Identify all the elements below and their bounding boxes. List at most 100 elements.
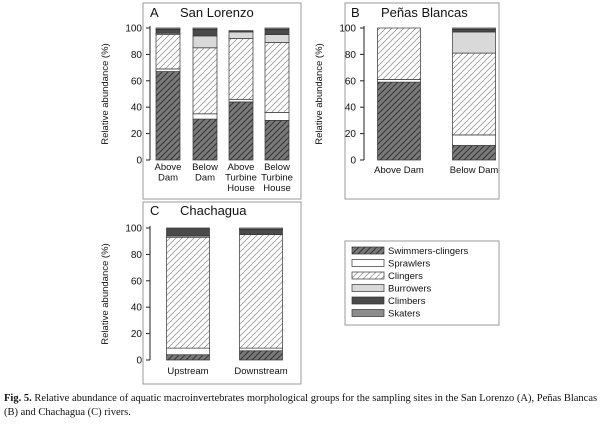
panel-a-category-label: Below [264,162,290,173]
panel-a-title: San Lorenzo [180,5,254,20]
panel-a-bar-1 [155,27,181,161]
legend-label-burrowers: Burrowers [388,284,432,295]
panel-b: B Peñas Blancas Relative abundance (%) 0 20 4… [314,2,500,200]
panel-a-segment-clingers [264,42,290,113]
panel-a-y-tick-label: 60 [131,76,143,87]
panel-a-segment-burrowers [264,34,290,43]
panel-a-category-label: Dam [195,173,215,184]
panel-c-bar-1 [166,227,210,361]
panel-b-segment-clingers [377,27,421,80]
caption-label: Fig. 5. [4,393,32,404]
panel-a: A San Lorenzo Relative abundance (%) 0 20 40 6… [100,2,302,200]
panel-c-y-tick-label: 40 [131,303,143,314]
panel-b-y-tick-label: 20 [345,129,357,140]
legend-label-skaters: Skaters [388,309,420,320]
panel-b-frame [344,2,500,200]
panel-a-segment-skaters [155,27,181,30]
figure-canvas: A San Lorenzo Relative abundance (%) 0 20 40 6… [100,2,500,385]
panel-b-letter: B [351,5,360,20]
panel-c-category-label: Upstream [167,366,208,377]
panel-c-y-tick-label: 80 [131,250,143,261]
panel-a-category-label: Below [192,162,218,173]
panel-a-category-label: House [227,183,254,194]
panel-a-bar-2 [192,27,218,161]
panel-c-segment-swimmers-clingers [166,354,210,361]
panel-a-bar-4 [264,27,290,161]
panel-c-y-tick-label: 100 [125,224,142,235]
panel-a-segment-clingers [228,38,254,100]
panel-a-segment-swimmers-clingers [192,118,218,161]
panel-b-segment-sprawlers [452,134,496,146]
panel-c-segment-climbers [166,227,210,237]
panel-b-segment-skaters [452,27,496,30]
panel-a-segment-sprawlers [228,98,254,103]
panel-b-y-tick-label: 80 [345,50,357,61]
panel-b-title: Peñas Blancas [381,5,468,20]
panel-b-segment-climbers [452,28,496,33]
panel-a-segment-clingers [155,34,181,70]
panel-a-segment-sprawlers [155,68,181,72]
panel-a-letter: A [150,5,159,20]
panel-a-y-tick-label: 80 [131,50,143,61]
panel-a-category-label: Above [228,162,255,173]
panel-a-segment-climbers [155,28,181,34]
panel-b-bar-1 [377,27,421,161]
panel-a-category-label: Turbine [225,173,257,184]
panel-c-frame [142,201,302,385]
panel-b-bar-2 [452,27,496,161]
panel-a-segment-swimmers-clingers [155,71,181,161]
panel-c-segment-skaters [239,227,283,230]
legend-swatch-swimmers-clingers [351,246,385,255]
legend-swatch-burrowers [351,284,385,292]
panel-b-y-axis-label: Relative abundance (%) [314,43,325,144]
legend-swatch-skaters [351,309,385,317]
panel-a-y-tick-label: 100 [125,24,142,35]
panel-b-category-label: Below Dam [450,165,499,176]
panel-c-bar-2 [239,227,283,361]
panel-a-segment-burrowers [192,35,218,49]
panel-a-segment-climbers [264,28,290,35]
panel-a-category-label: Dam [158,173,178,184]
panel-b-y-tick-label: 100 [339,24,356,35]
legend-swatch-sprawlers [351,259,385,267]
panel-a-segment-skaters [192,27,218,30]
panel-b-segment-swimmers-clingers [452,145,496,161]
panel-a-y-tick-label: 20 [131,129,143,140]
panel-b-category-label: Above Dam [374,165,424,176]
panel-c-segment-climbers [239,228,283,235]
panel-b-segment-burrowers [452,31,496,54]
panel-a-y-axis-label: Relative abundance (%) [100,43,111,144]
legend-label-swimmers-clingers: Swimmers-clingers [388,246,468,257]
legend-label-sprawlers: Sprawlers [388,259,430,270]
panel-a-segment-climbers [192,28,218,37]
panel-a-segment-sprawlers [192,113,218,120]
panel-a-segment-sprawlers [264,112,290,121]
panel-c-category-label: Downstream [234,366,287,377]
panel-a-y-tick-label: 40 [131,103,143,114]
panel-c-segment-sprawlers [166,347,210,356]
panel-b-y-tick-label: 40 [345,103,357,114]
panel-b-segment-swimmers-clingers [377,81,421,161]
panel-a-frame [142,2,302,200]
panel-c-segment-sprawlers [239,347,283,352]
panel-a-segment-swimmers-clingers [264,120,290,161]
panel-c-y-axis-label: Relative abundance (%) [100,243,111,344]
panel-a-category-label: Above [155,162,182,173]
panel-a-segment-clingers [192,47,218,115]
panel-a-category-label: House [263,183,290,194]
caption-text: Relative abundance of aquatic macroinver… [4,393,598,418]
legend-frame [344,240,500,326]
panel-c-segment-clingers [239,234,283,349]
panel-c-y-tick-label: 0 [136,356,142,367]
panel-a-segment-climbers [228,30,254,33]
panel-c-segment-clingers [166,236,210,349]
legend-swatch-climbers [351,296,385,305]
panel-b-y-tick-label: 60 [345,76,357,87]
panel-c-title: Chachagua [180,203,247,218]
panel-c-segment-swimmers-clingers [239,350,283,361]
panel-b-y-tick-label: 0 [350,156,356,167]
figure-caption: Fig. 5. Relative abundance of aquatic ma… [4,392,608,420]
panel-b-segment-clingers [452,52,496,136]
panel-b-segment-sprawlers [377,79,421,83]
